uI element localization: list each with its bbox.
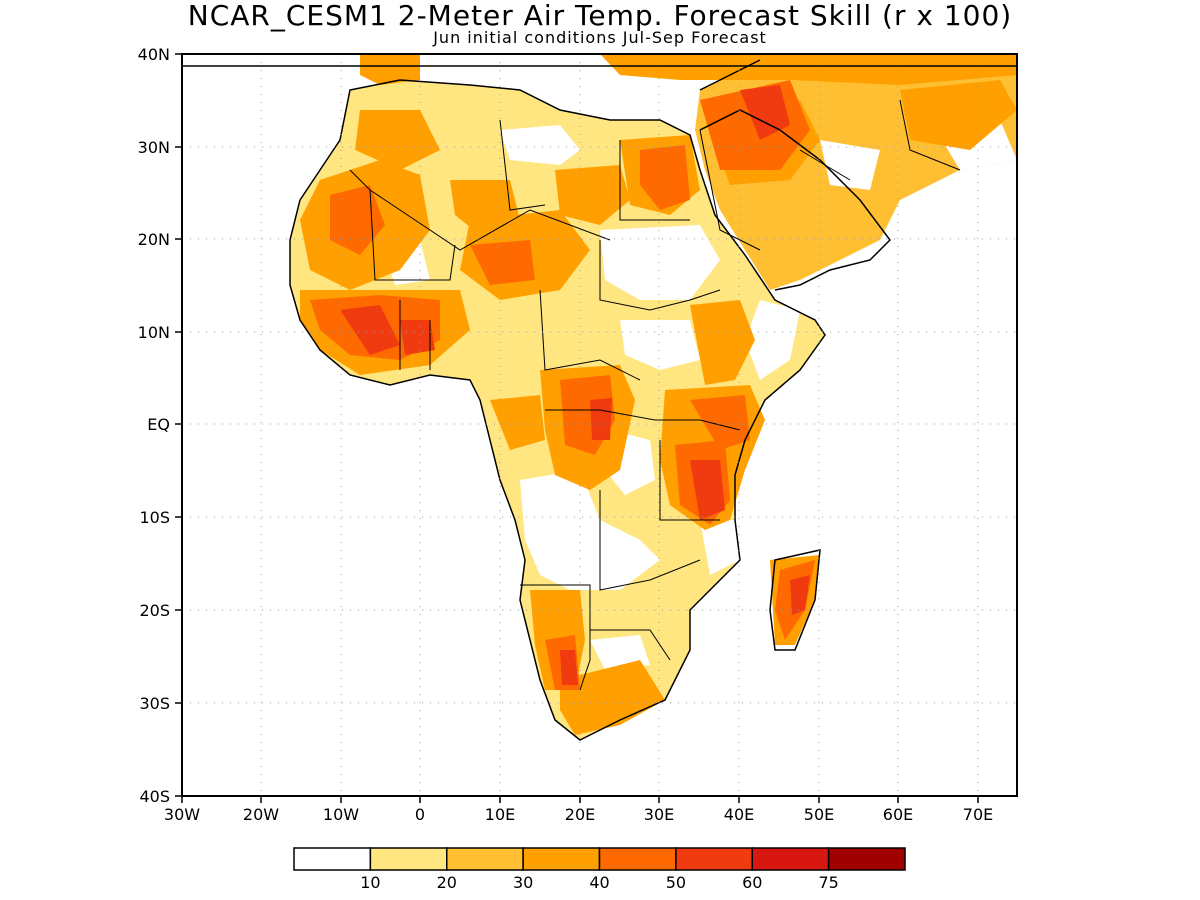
lon-labels: 30W 20W 10W 0 10E 20E 30E 40E 50E 60E 70… (164, 805, 993, 824)
lon-label: 40E (724, 805, 754, 824)
lon-label: 10E (485, 805, 515, 824)
page-title: NCAR_CESM1 2-Meter Air Temp. Forecast Sk… (187, 0, 1013, 32)
lon-label: 10W (323, 805, 359, 824)
lat-label: 20N (138, 230, 170, 249)
lat-label: 30S (139, 694, 170, 713)
country-borders (349, 99, 961, 691)
lat-label: 40S (139, 787, 170, 806)
colorbar (293, 847, 906, 871)
lat-label: EQ (147, 415, 170, 434)
lon-label: 70E (963, 805, 993, 824)
colorbar-swatch (827, 847, 906, 871)
lon-tick-marks (181, 796, 979, 803)
colorbar-swatch (522, 847, 601, 871)
colorbar-label: 10 (360, 873, 380, 892)
colorbar-swatch (293, 847, 372, 871)
colorbar-labels: 10 20 30 40 50 60 75 (360, 873, 839, 892)
colorbar-swatch (369, 847, 448, 871)
lon-label: 30E (644, 805, 674, 824)
coastlines (182, 59, 1017, 741)
colorbar-swatch (675, 847, 754, 871)
lat-label: 30N (138, 138, 170, 157)
lon-label: 50E (804, 805, 834, 824)
lon-label: 0 (415, 805, 425, 824)
colorbar-label: 50 (666, 873, 686, 892)
lon-label: 30W (164, 805, 200, 824)
lon-label: 20E (565, 805, 595, 824)
lat-label: 10N (138, 323, 170, 342)
lat-tick-marks (175, 53, 182, 797)
colorbar-label: 30 (513, 873, 533, 892)
map-frame (181, 53, 1018, 797)
colorbar-swatch (446, 847, 524, 871)
colorbar-swatch (598, 847, 677, 871)
colorbar-label: 60 (742, 873, 762, 892)
europe-strip-fill (360, 54, 1017, 85)
lon-label: 60E (883, 805, 913, 824)
lat-label: 20S (139, 601, 170, 620)
very-high-skill-areas (340, 85, 810, 685)
colorbar-label: 40 (589, 873, 609, 892)
lat-label: 10S (139, 508, 170, 527)
colorbar-swatch (751, 847, 830, 871)
page-subtitle: Jun initial conditions Jul-Sep Forecast (433, 28, 767, 47)
lat-label: 40N (138, 45, 170, 64)
map-content (182, 54, 1017, 796)
lon-label: 20W (243, 805, 279, 824)
lat-labels: 40N 30N 20N 10N EQ 10S 20S 30S 40S (138, 45, 170, 806)
colorbar-label: 20 (437, 873, 457, 892)
colorbar-label: 75 (818, 873, 838, 892)
